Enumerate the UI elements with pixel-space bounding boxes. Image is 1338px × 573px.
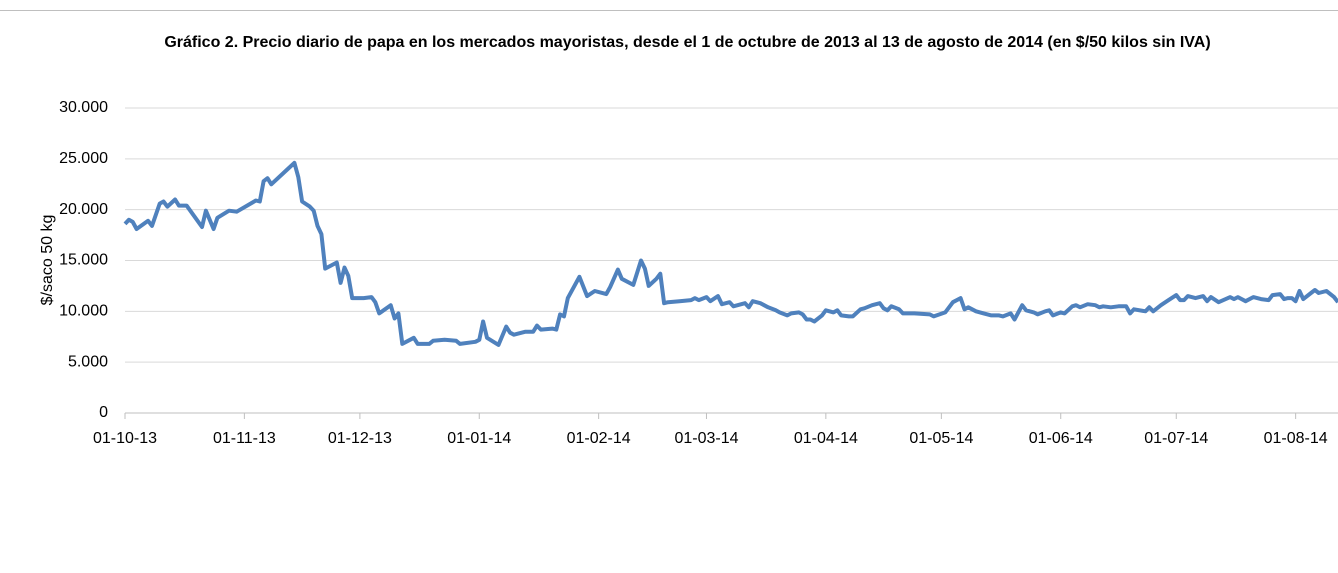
x-tick-label: 01-07-14 [1144,430,1208,447]
y-tick-label: 5.000 [68,353,108,370]
x-tick-label: 01-03-14 [674,430,738,447]
y-tick-label: 30.000 [59,99,108,116]
x-tick-label: 01-11-13 [213,430,276,447]
x-tick-label: 01-01-14 [447,430,511,447]
x-tick-label: 01-12-13 [328,430,392,447]
y-axis-label: $/saco 50 kg [39,215,56,306]
chart-title: Gráfico 2. Precio diario de papa en los … [164,34,1211,51]
y-tick-label: 20.000 [59,201,108,218]
price-line [123,160,1338,347]
x-tick-label: 01-02-14 [567,430,631,447]
y-tick-label: 0 [99,404,108,421]
y-tick-label: 25.000 [59,150,108,167]
x-tick-label: 01-06-14 [1029,430,1093,447]
x-tick-label: 01-05-14 [909,430,973,447]
y-tick-label: 10.000 [59,303,108,320]
x-tick-label: 01-08-14 [1264,430,1328,447]
y-tick-label: 15.000 [59,252,108,269]
x-tick-label: 01-10-13 [93,430,157,447]
x-tick-label: 01-04-14 [794,430,858,447]
